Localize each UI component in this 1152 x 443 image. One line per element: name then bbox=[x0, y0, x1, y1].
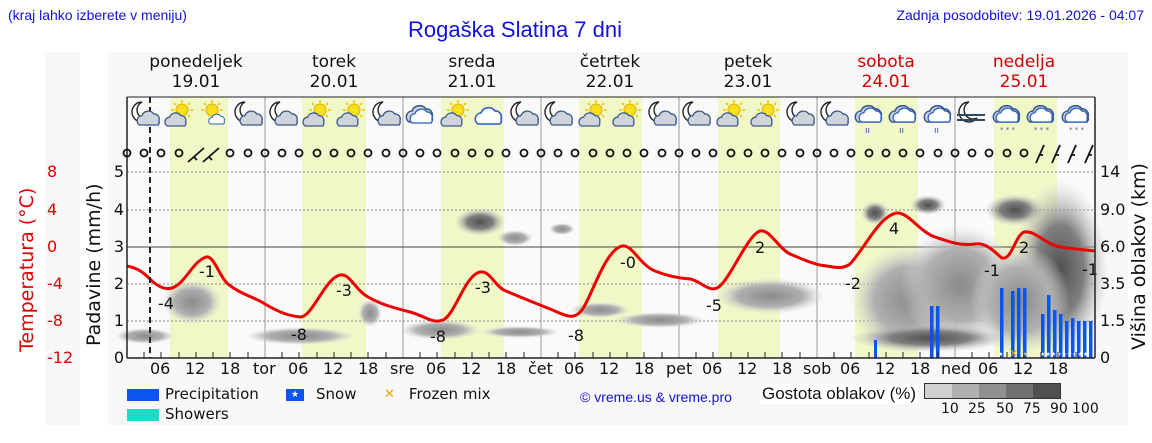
svg-text:★: ★ bbox=[998, 351, 1003, 358]
svg-text:-0: -0 bbox=[620, 253, 636, 272]
svg-text:-8: -8 bbox=[430, 327, 446, 346]
left-gutter bbox=[80, 52, 108, 425]
svg-text:★★★★★★★★★: ★★★★★★★★★ bbox=[1040, 351, 1088, 358]
wind-row bbox=[122, 144, 1094, 164]
page-title: Rogaška Slatina 7 dni bbox=[407, 17, 623, 42]
precipitation-axis-label: Padavine (mm/h) bbox=[83, 183, 105, 346]
svg-text:2: 2 bbox=[755, 238, 765, 257]
legend-precipitation: Precipitation bbox=[127, 385, 259, 403]
day-header: sreda 21.01 bbox=[447, 52, 497, 92]
svg-text:-2: -2 bbox=[845, 274, 861, 293]
showers-swatch bbox=[127, 408, 159, 421]
cloud-density-label: Gostota oblakov (%) bbox=[760, 384, 919, 404]
svg-text:-8: -8 bbox=[568, 326, 584, 345]
cloud-density-scale bbox=[924, 383, 1061, 399]
frozen-mix-icon: ✕ bbox=[384, 387, 395, 402]
location-hint: (kraj lahko izberete v meniju) bbox=[8, 7, 187, 23]
precipitation-bars bbox=[874, 288, 1093, 358]
temperature-line bbox=[126, 211, 1096, 323]
svg-text:-1: -1 bbox=[199, 262, 215, 281]
snow-markers: ★ ★ ★★★★★★★★★ bbox=[998, 351, 1088, 358]
legend-showers: Showers bbox=[127, 405, 229, 423]
precipitation-swatch bbox=[127, 388, 159, 401]
day-header: torek 20.01 bbox=[309, 52, 359, 92]
svg-text:-3: -3 bbox=[475, 278, 491, 297]
svg-text:-8: -8 bbox=[291, 325, 307, 344]
legend-frozen-mix: ✕ Frozen mix bbox=[384, 385, 491, 403]
day-header: petek 23.01 bbox=[723, 52, 773, 92]
svg-text:-3: -3 bbox=[336, 281, 352, 300]
svg-text:-1: -1 bbox=[984, 261, 1000, 280]
day-header-weekend: nedelja 25.01 bbox=[992, 52, 1056, 92]
day-header: ponedeljek 19.01 bbox=[149, 52, 243, 92]
last-updated: Zadnja posodobitev: 19.01.2026 - 04:07 bbox=[896, 7, 1144, 23]
temperature-axis-label: Temperatura (°C) bbox=[16, 187, 38, 352]
credit-link[interactable]: © vreme.us & vreme.pro bbox=[580, 389, 732, 405]
svg-text:2: 2 bbox=[1019, 238, 1029, 257]
day-header: četrtek 22.01 bbox=[579, 52, 641, 92]
svg-text:4: 4 bbox=[889, 219, 899, 238]
svg-text:★: ★ bbox=[1022, 351, 1027, 358]
frozen-mix-marker: ✕ bbox=[1009, 347, 1018, 360]
snow-icon: ★ bbox=[286, 388, 304, 401]
legend-snow: ★ Snow bbox=[286, 385, 356, 403]
svg-text:-1: -1 bbox=[1082, 260, 1098, 279]
day-header-weekend: sobota 24.01 bbox=[857, 52, 915, 92]
svg-text:-4: -4 bbox=[158, 294, 174, 313]
x-ticks bbox=[143, 352, 1077, 358]
svg-text:-5: -5 bbox=[706, 296, 722, 315]
temperature-labels: -4 -1 -8 -3 -8 -3 -8 -0 -5 2 -2 4 -1 2 -… bbox=[158, 219, 1098, 346]
cloud-height-axis-label: Višina oblakov (km) bbox=[1128, 163, 1150, 350]
